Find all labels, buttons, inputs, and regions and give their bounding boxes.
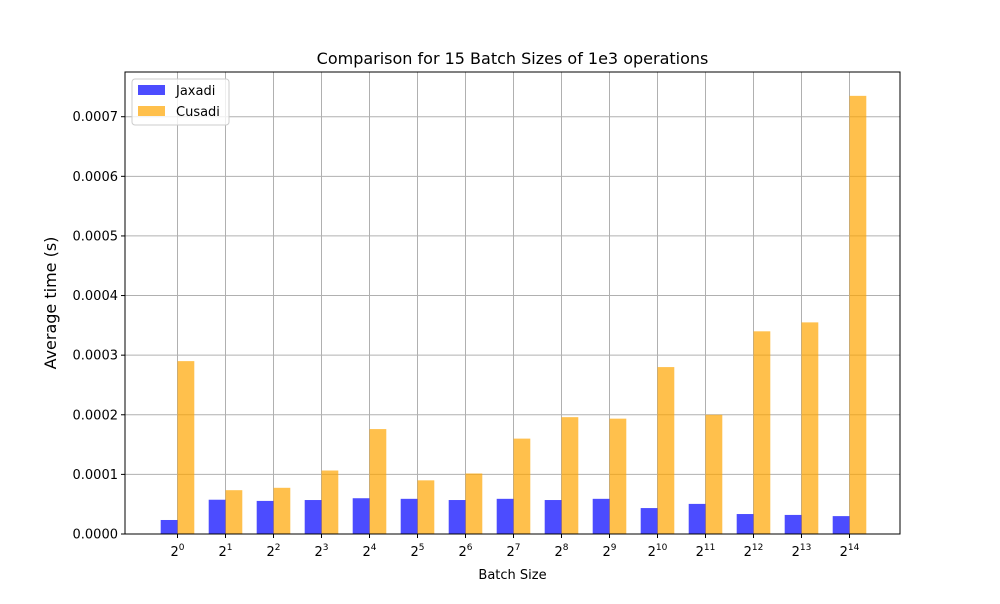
x-tick-label: 214 bbox=[840, 543, 860, 560]
x-tick-label: 23 bbox=[314, 543, 328, 560]
bar-jaxadi bbox=[736, 514, 754, 534]
bar-cusadi bbox=[753, 331, 771, 534]
x-tick-label: 27 bbox=[506, 543, 520, 560]
grid-lines bbox=[125, 72, 900, 535]
y-tick-label: 0.0002 bbox=[73, 408, 119, 423]
legend-swatch bbox=[138, 85, 165, 95]
y-tick-label: 0.0006 bbox=[73, 170, 119, 185]
x-tick-label: 26 bbox=[458, 543, 472, 560]
bar-cusadi bbox=[561, 417, 579, 534]
x-tick-label: 20 bbox=[170, 543, 184, 560]
x-tick-label: 213 bbox=[792, 543, 812, 560]
bar-cusadi bbox=[225, 490, 243, 534]
bars-group bbox=[160, 95, 867, 535]
y-tick-label: 0.0003 bbox=[73, 349, 119, 364]
bar-cusadi bbox=[465, 473, 483, 534]
bar-jaxadi bbox=[448, 500, 466, 534]
bar-jaxadi bbox=[304, 500, 322, 534]
bar-cusadi bbox=[513, 438, 531, 534]
bar-cusadi bbox=[321, 470, 339, 534]
legend-label: Cusadi bbox=[176, 105, 220, 120]
bar-jaxadi bbox=[496, 498, 514, 534]
x-tick-label: 22 bbox=[266, 543, 280, 560]
chart-title: Comparison for 15 Batch Sizes of 1e3 ope… bbox=[317, 49, 709, 68]
legend-label: Jaxadi bbox=[175, 84, 215, 99]
x-axis-label: Batch Size bbox=[478, 568, 546, 583]
x-axis-ticks: 20 21 22 23 24 25 26 27 28 29 210 211 212 213 214 bbox=[170, 534, 860, 560]
y-axis-ticks: 0.0000 0.0001 0.0002 0.0003 0.0004 0.0005 0.00… bbox=[73, 110, 125, 543]
bar-jaxadi bbox=[640, 508, 658, 534]
y-tick-label: 0.0000 bbox=[73, 528, 119, 543]
y-tick-label: 0.0007 bbox=[73, 110, 119, 125]
bar-jaxadi bbox=[256, 500, 274, 534]
plot-frame bbox=[124, 71, 901, 535]
bar-jaxadi bbox=[160, 519, 178, 534]
bar-cusadi bbox=[609, 418, 627, 534]
x-tick-label: 25 bbox=[410, 543, 424, 560]
y-tick-label: 0.0004 bbox=[73, 289, 119, 304]
bar-cusadi bbox=[273, 487, 291, 534]
bar-jaxadi bbox=[784, 514, 802, 534]
x-tick-label: 24 bbox=[362, 543, 376, 560]
bar-cusadi bbox=[369, 429, 387, 534]
bar-cusadi bbox=[417, 480, 435, 534]
bar-cusadi bbox=[177, 361, 195, 534]
x-tick-label: 29 bbox=[602, 543, 616, 560]
bar-jaxadi bbox=[544, 500, 562, 534]
x-tick-label: 28 bbox=[554, 543, 568, 560]
legend: Jaxadi Cusadi bbox=[131, 78, 230, 126]
bar-jaxadi bbox=[208, 499, 226, 534]
bar-jaxadi bbox=[688, 503, 706, 534]
bar-jaxadi bbox=[592, 498, 610, 534]
x-tick-label: 211 bbox=[696, 543, 716, 560]
x-tick-label: 21 bbox=[218, 543, 232, 560]
y-axis-label: Average time (s) bbox=[41, 237, 60, 370]
bar-jaxadi bbox=[400, 498, 418, 534]
bar-cusadi bbox=[801, 322, 819, 534]
x-tick-label: 212 bbox=[744, 543, 764, 560]
bar-cusadi bbox=[705, 414, 723, 534]
bar-cusadi bbox=[657, 367, 675, 534]
bar-jaxadi bbox=[352, 498, 370, 534]
y-tick-label: 0.0001 bbox=[73, 468, 119, 483]
legend-swatch bbox=[138, 106, 165, 116]
x-tick-label: 210 bbox=[648, 543, 668, 560]
bar-cusadi bbox=[849, 95, 867, 535]
bar-jaxadi bbox=[832, 516, 850, 534]
y-tick-label: 0.0005 bbox=[73, 229, 119, 244]
